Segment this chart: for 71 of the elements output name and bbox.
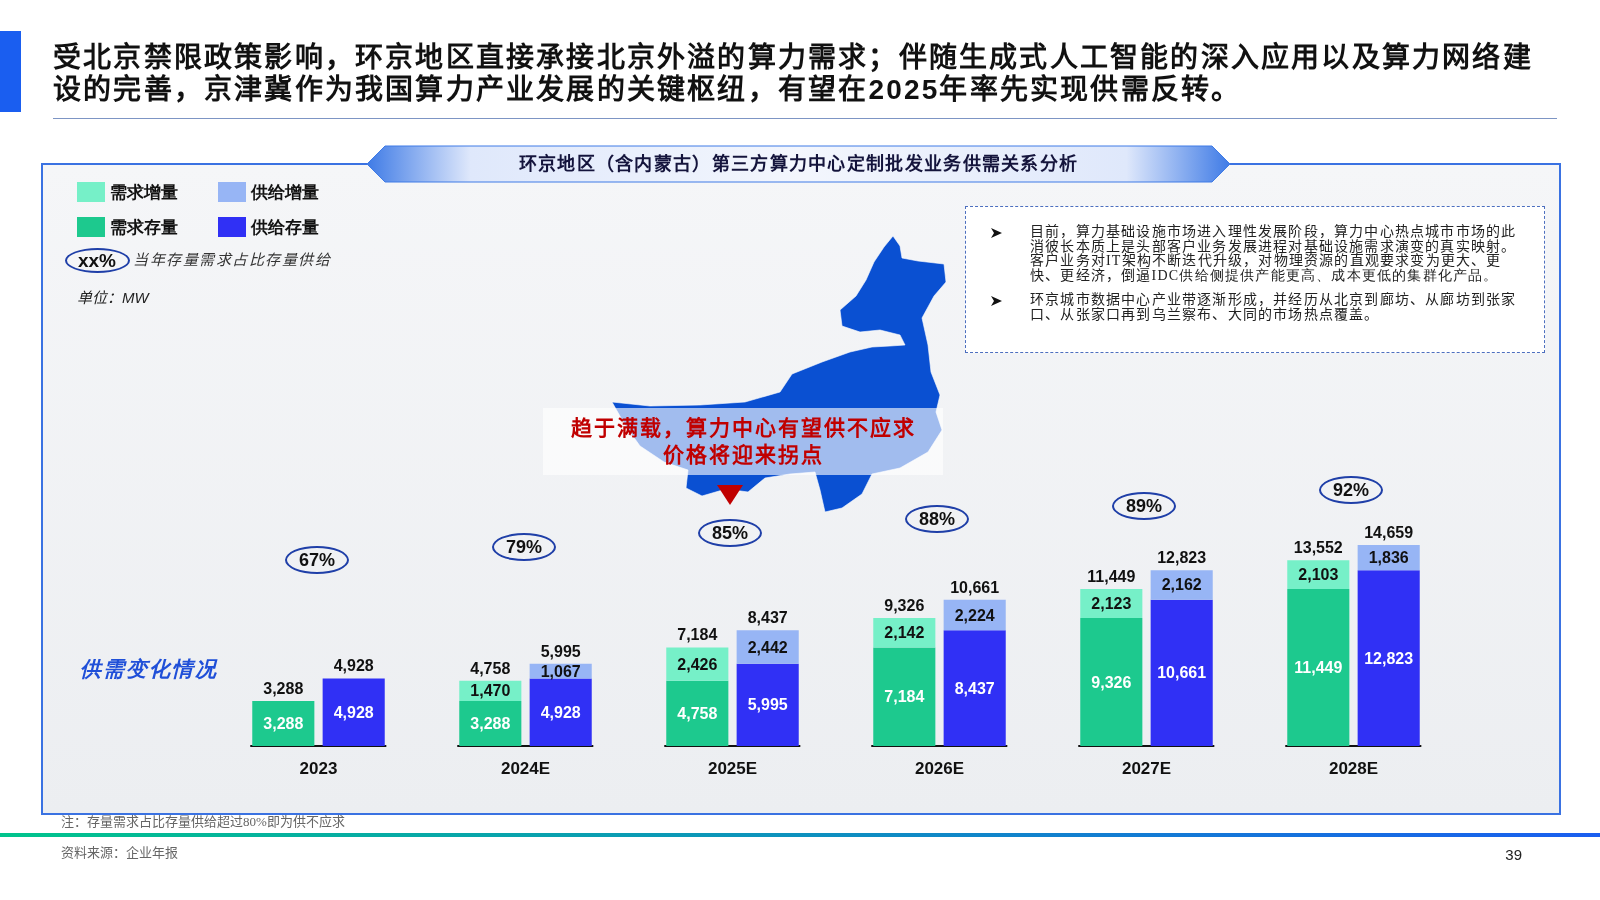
x-tick-label: 2026E: [914, 759, 965, 778]
text: 趋于满载，算力中心有望供不应求: [569, 415, 917, 442]
data-label: 8,437: [954, 679, 995, 697]
annotation: 79%: [505, 537, 543, 557]
data-label: 2,224: [954, 606, 995, 624]
legend-label: 需求存量: [110, 217, 178, 237]
data-label: 11,449: [1294, 659, 1343, 677]
data-label: 9,326: [1091, 673, 1132, 691]
x-tick-label: 2023: [299, 759, 338, 778]
total-label: 14,659: [1364, 524, 1414, 542]
total-label: 9,326: [884, 597, 925, 616]
x-tick-label: 2027E: [1121, 759, 1172, 778]
data-label: 4,928: [333, 703, 374, 721]
data-label: 12,823: [1364, 649, 1414, 667]
bar: [873, 647, 936, 746]
x-tick-label: 2024E: [500, 759, 551, 778]
text: 85%: [711, 523, 749, 543]
data-label: 4,928: [540, 703, 581, 721]
bar: [1150, 599, 1213, 746]
total-label: 7,184: [677, 626, 718, 645]
data-label: 1,470: [470, 682, 511, 700]
text: 注：存量需求占比存量供给超过80%即为供不应求: [61, 814, 345, 830]
legend-label: 供给增量: [250, 182, 319, 202]
text: 资料来源：企业年报: [61, 845, 178, 861]
data-label: 2,426: [677, 655, 718, 673]
data-label: 3,288: [263, 714, 304, 732]
legend-label: 需求增量: [110, 182, 178, 202]
data-label: 1,836: [1368, 549, 1409, 567]
data-label: 2,162: [1161, 576, 1202, 594]
x-tick-label: 2025E: [707, 759, 758, 778]
text: 价格将迎来拐点: [661, 442, 825, 469]
bar: [1287, 589, 1350, 746]
text: 89%: [1125, 496, 1163, 516]
total-label: 12,823: [1157, 549, 1207, 568]
bar: [529, 678, 592, 746]
data-label: 2,123: [1091, 595, 1132, 613]
total-label: 8,437: [747, 609, 788, 628]
text: 39: [1505, 846, 1522, 864]
text: 88%: [918, 509, 956, 529]
total-label: 4,928: [333, 657, 374, 676]
data-label: 2,103: [1298, 566, 1339, 584]
data-label: 4,758: [677, 704, 718, 722]
text: 当年存量需求占比存量供给: [133, 251, 331, 269]
bar: [1080, 618, 1143, 746]
bar: [322, 678, 385, 746]
legend-label: 供给存量: [250, 217, 319, 237]
dashed-frame: 目前，算力基础设施市场进入理性发展阶段，算力中心热点城市市场的此消彼长本质上是头部客户业务发展进程对基础设施需求演变的真实映射。客户业务对IT架构不断迭代升级，对物理资源的直观要求变为更大、更快、更经济，倒逼IDC供给侧提供产能更高、成本更低的集群化产品。 环京城市数据中心产业带逐渐形成，并经历从北京到廊坊、从廊坊到张家口、从张家口再到乌兰察布、大同的市场热点覆盖。: [965, 206, 1545, 353]
data-label: 5,995: [747, 696, 788, 714]
total-label: 5,995: [540, 642, 581, 661]
annotation: 供需变化情况: [80, 656, 218, 682]
text: 单位：MW: [77, 289, 149, 307]
total-label: 13,552: [1293, 539, 1343, 558]
total-label: 11,449: [1087, 568, 1136, 586]
data-label: 2,442: [747, 638, 788, 656]
x-tick-label: 2028E: [1328, 759, 1379, 778]
data-label: 1,067: [540, 662, 581, 680]
bar: [736, 663, 799, 746]
total-label: 10,661: [950, 578, 1000, 597]
data-label: 2,142: [884, 624, 925, 642]
data-label: 10,661: [1157, 664, 1207, 682]
text: 92%: [1332, 480, 1370, 500]
text: xx%: [77, 249, 117, 271]
bar: [666, 680, 729, 746]
total-label: 3,288: [263, 679, 304, 698]
total-label: 4,758: [470, 659, 511, 678]
chart-title: 受北京禁限政策影响，环京地区直接承接北京外溢的算力需求；伴随生成式人工智能的深入应用以及算力网络建设的完善，京津冀作为我国算力产业发展的关键枢纽，有望在2025年率先实现供需反转。: [53, 42, 1534, 106]
bar: [943, 630, 1006, 746]
bar: [1357, 570, 1420, 746]
data-label: 3,288: [470, 714, 511, 732]
data-label: 7,184: [884, 688, 925, 706]
annotation: 67%: [298, 550, 336, 570]
